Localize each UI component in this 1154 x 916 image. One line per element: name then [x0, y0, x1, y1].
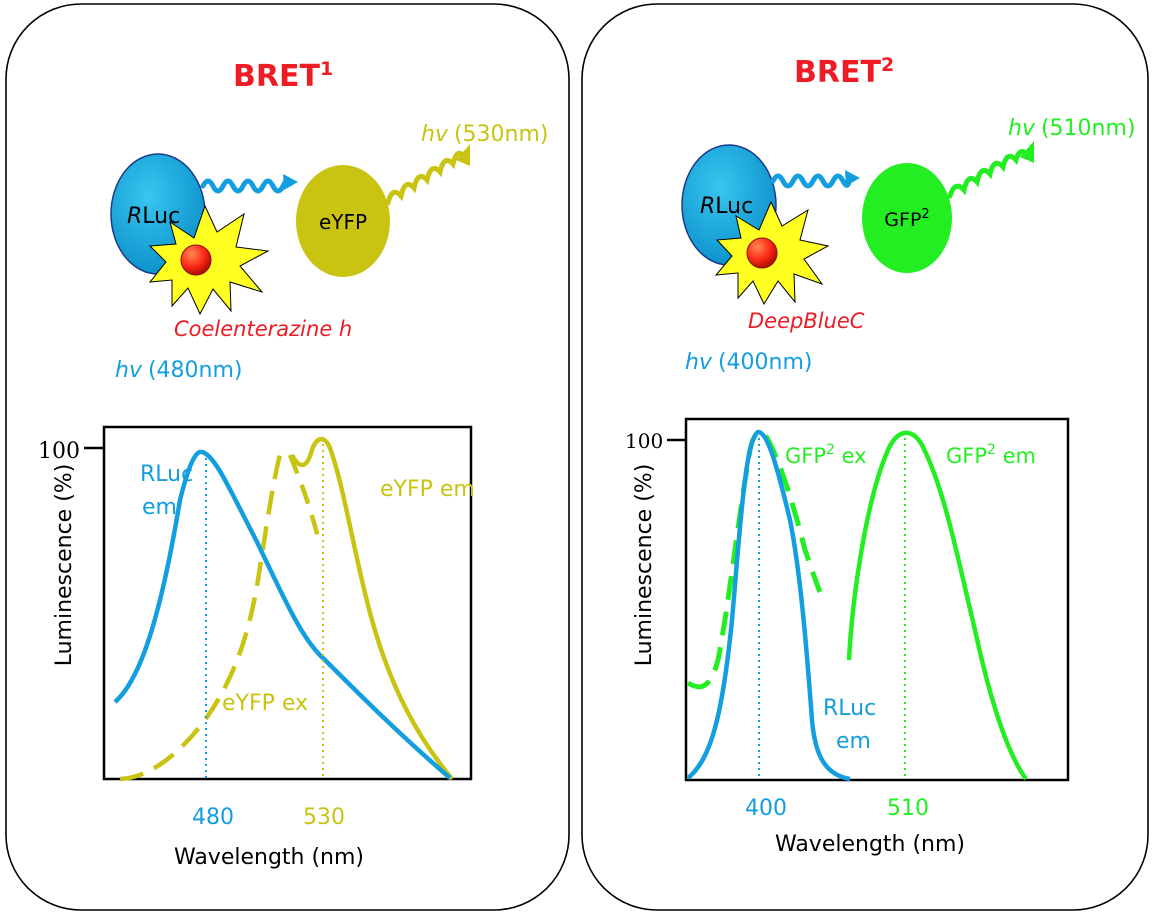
bret2-gfp-acceptor: [862, 163, 952, 273]
bret2-x-tick-510: 510: [887, 796, 929, 821]
bret1-y-tick-label: 100: [38, 439, 80, 464]
bret2-rluc-em-curve: [686, 429, 851, 782]
bret2-substrate-molecule: [746, 237, 778, 269]
bret1-emission-label: hv (530nm): [421, 122, 549, 147]
bret1-substrate-molecule: [180, 244, 212, 276]
bret2-emission-label: hv (510nm): [1008, 116, 1136, 141]
panel-bret1: BRET1 RLuc eYFP hv (530nm) Coelenterazine…: [5, 3, 570, 911]
bret2-emission-arrowhead: [1020, 141, 1034, 163]
bret2-x-axis-label: Wavelength (nm): [775, 832, 965, 857]
bret2-y-tick-label: 100: [625, 429, 663, 453]
bret2-y-axis-label: Luminescence (%): [632, 464, 657, 667]
bret1-eyfp-em-label: eYFP em: [380, 477, 475, 502]
bret2-rluc-label: RLuc: [700, 194, 753, 219]
bret1-eyfp-ex-curve: [119, 443, 286, 782]
bret1-plot-frame: [102, 425, 473, 781]
bret2-x-tick-400: 400: [745, 796, 787, 821]
bret2-substrate-label: DeepBlueC: [748, 309, 865, 333]
bret1-y-axis-label: Luminescence (%): [52, 464, 77, 667]
bret1-energy-transfer-arrowhead: [283, 174, 298, 190]
bret2-spectrum-chart: 100 Luminescence (%) GFP2 ex GFP2 em RLu…: [625, 417, 1070, 857]
bret2-title: BRET2: [794, 54, 894, 90]
panel-bret2: BRET2 RLuc GFP2 hv (510nm) DeepBlueC hv (4…: [581, 3, 1149, 911]
bret1-eyfp-label: eYFP: [319, 210, 367, 234]
bret1-substrate-label: Coelenterazine h: [174, 317, 352, 341]
bret1-rluc-label: RLuc: [127, 204, 180, 229]
bret2-donor-emission-label: hv (400nm): [685, 350, 813, 375]
bret1-rluc-em-label-line2: em: [142, 495, 177, 520]
bret1-donor-emission-label: hv (480nm): [115, 358, 243, 383]
bret2-energy-transfer-arrowhead: [845, 170, 860, 186]
bret1-x-tick-530: 530: [303, 805, 345, 830]
bret2-gfp-ex-label: GFP2 ex: [785, 442, 867, 468]
bret2-rluc-em-label-line1: RLuc: [823, 696, 876, 721]
bret1-spectrum-chart: 100 Luminescence (%) RLuc em eYFP em eYF…: [38, 425, 475, 870]
bret1-x-tick-480: 480: [192, 805, 234, 830]
bret1-eyfp-ex-curve-tail: [287, 454, 323, 546]
bret2-rluc-em-label-line2: em: [836, 729, 871, 754]
bret1-emission-arrowhead: [456, 144, 470, 166]
bret1-eyfp-ex-label: eYFP ex: [222, 691, 308, 716]
bret1-rluc-em-curve: [113, 449, 452, 780]
bret1-x-axis-label: Wavelength (nm): [174, 845, 364, 870]
bret1-rluc-em-label-line1: RLuc: [140, 462, 193, 487]
bret2-emission-wave: [947, 149, 1030, 199]
bret1-title: BRET1: [233, 58, 333, 94]
bret2-plot-frame: [684, 417, 1070, 782]
bret2-gfp-em-label: GFP2 em: [946, 442, 1036, 468]
bret1-eyfp-em-curve: [290, 437, 454, 781]
bret1-eyfp-acceptor: [296, 165, 390, 277]
bret1-emission-wave: [385, 150, 467, 206]
bret2-energy-transfer-wave: [770, 173, 853, 189]
bret2-gfp-em-curve: [846, 430, 1028, 781]
bret1-energy-transfer-wave: [200, 177, 293, 194]
bret2-gfp-label: GFP2: [884, 207, 929, 231]
